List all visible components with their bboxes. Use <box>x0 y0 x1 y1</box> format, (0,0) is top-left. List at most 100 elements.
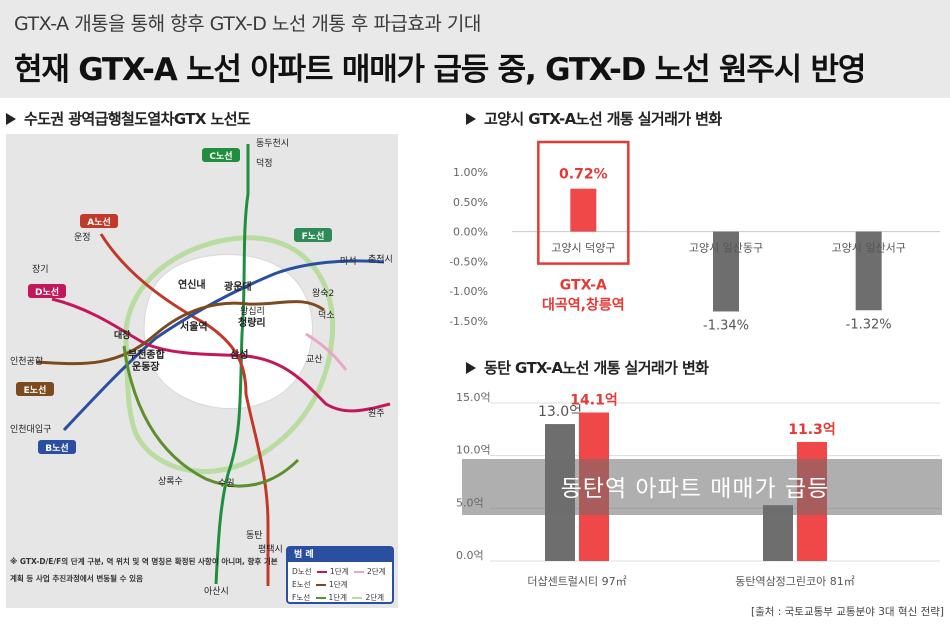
d-line-route <box>51 297 391 413</box>
goyang-chart-title: 고양시 GTX-A노선 개통 실거래가 변화 <box>466 108 722 129</box>
map-footnote: ※ GTX-D/E/F의 단계 구분, 역 위치 및 역 명칭은 확정된 사항이… <box>10 557 278 583</box>
source-citation: [출처 : 국토교통부 교통분야 3대 혁신 전략] <box>751 606 944 618</box>
legend-stage: 2단계 <box>365 593 385 602</box>
y-tick-label: -1.00% <box>450 285 488 298</box>
legend-line: F노선 <box>292 593 311 602</box>
station-label: 왕십리 <box>240 306 265 317</box>
dongtan-chart-title: 동탄 GTX-A노선 개통 실거래가 변화 <box>466 357 709 378</box>
station-label: 청량리 <box>238 316 266 329</box>
route-map-svg: C노선 A노선 F노선 D노선 E노선 B노선 동두천시 덕정 운정 장기 연신… <box>10 138 393 597</box>
bar <box>570 188 597 232</box>
y-tick-label: 10.0억 <box>456 444 491 457</box>
legend-stage: 2단계 <box>366 567 386 576</box>
legend-row-e: E노선 1단계 <box>292 579 348 590</box>
e-line-badge <box>16 382 54 396</box>
station-label: 덕소 <box>318 310 335 321</box>
y-tick-label: 15.0억 <box>456 391 491 404</box>
legend-line: E노선 <box>292 580 311 589</box>
y-tick-label: 0.50% <box>453 196 488 209</box>
d-line-badge-text: D노선 <box>35 286 59 298</box>
legend-swatch <box>315 597 326 599</box>
c-line-badge-text: C노선 <box>209 150 232 162</box>
station-label: 교산 <box>306 354 323 365</box>
goyang-chart-title-text: 고양시 GTX-A노선 개통 실거래가 변화 <box>484 110 722 128</box>
category-label: 고양시 일산동구 <box>689 241 763 255</box>
map-section-title: 수도권 광역급행철도열차GTX 노선도 <box>6 108 251 129</box>
goyang-price-change-chart: 1.00% 0.50% 0.00% -0.50% -1.00% -1.50% 고양시 덕양구… <box>450 140 940 333</box>
station-label: 부천종합 <box>128 348 166 361</box>
station-label: 평택시 <box>258 544 283 555</box>
data-label: -1.34% <box>703 318 749 333</box>
station-label: 수원 <box>218 478 235 489</box>
d-line-stage2-route <box>305 332 348 371</box>
b-line-badge-text: B노선 <box>45 442 68 454</box>
legend-swatch <box>353 571 364 573</box>
y-tick-label: 0.00% <box>453 226 488 239</box>
station-label: 연신내 <box>178 278 206 291</box>
d-line-badge <box>28 284 66 298</box>
a-line-badge-text: A노선 <box>87 216 111 228</box>
c-line-badge <box>202 148 240 162</box>
page-subtitle: GTX-A 개통을 통해 향후 GTX-D 노선 개통 후 파급효과 기대 <box>14 13 481 35</box>
station-label: 인천대입구 <box>10 423 51 435</box>
f-line-badge-text: F노선 <box>302 230 325 242</box>
legend-title: 범 례 <box>288 548 392 562</box>
y-tick-label: -1.50% <box>450 315 488 328</box>
station-label: 서울역 <box>180 320 208 333</box>
legend-stage: 1단계 <box>329 567 349 576</box>
station-label: 인천공항 <box>10 356 43 367</box>
gtx-route-map: C노선 A노선 F노선 D노선 E노선 B노선 동두천시 덕정 운정 장기 연신… <box>6 134 398 608</box>
data-label: -1.32% <box>846 317 892 332</box>
station-label: 아산시 <box>204 586 229 597</box>
station-label: 왕숙2 <box>312 288 334 299</box>
y-tick-label: 0.0억 <box>456 549 484 562</box>
legend-row-f: F노선 1단계 2단계 <box>292 592 384 603</box>
annotation-text: GTX-A <box>560 278 607 294</box>
legend-row-d: D노선 1단계 2단계 <box>292 566 386 577</box>
legend-swatch <box>315 584 326 586</box>
station-label: 상록수 <box>158 476 183 487</box>
legend-line: D노선 <box>292 567 312 576</box>
overlay-banner-text: 동탄역 아파트 매매가 급등 <box>561 476 830 502</box>
seoul-area-shape <box>143 254 313 410</box>
station-label: 원주 <box>368 408 385 419</box>
legend-stage: 1단계 <box>328 580 348 589</box>
station-label: 대장 <box>114 329 131 341</box>
b-line-badge <box>38 440 76 454</box>
f-line-badge <box>294 228 332 242</box>
legend-swatch <box>352 597 363 599</box>
page-title: 현재 GTX-A 노선 아파트 매매가 급등 중, GTX-D 노선 원주시 반… <box>14 52 866 88</box>
data-label: 11.3억 <box>788 422 835 438</box>
legend-stage: 1단계 <box>328 593 348 602</box>
map-section-title-text: 수도권 광역급행철도열차GTX 노선도 <box>24 110 251 128</box>
c-line-route <box>214 144 250 585</box>
triangle-bullet-icon <box>466 362 476 374</box>
station-label: 운동장 <box>132 360 160 373</box>
bar <box>855 231 882 311</box>
dongtan-chart-title-text: 동탄 GTX-A노선 개통 실거래가 변화 <box>484 359 709 377</box>
a-line-badge <box>80 214 118 228</box>
y-tick-label: -0.50% <box>450 255 488 268</box>
category-label: 더샵센트럴시티 97㎡ <box>527 575 626 588</box>
data-label: 14.1억 <box>570 392 617 408</box>
triangle-bullet-icon <box>466 113 476 125</box>
station-label: 장기 <box>32 264 49 275</box>
station-label: 동두천시 <box>256 138 289 149</box>
station-label: 운정 <box>74 232 91 243</box>
station-label: 마석 <box>340 256 357 267</box>
station-label: 동탄 <box>246 530 263 541</box>
a-line-route <box>99 233 270 586</box>
header-banner: GTX-A 개통을 통해 향후 GTX-D 노선 개통 후 파급효과 기대 현재… <box>0 0 950 98</box>
e-line-route <box>35 300 325 366</box>
map-legend: 범 례 D노선 1단계 2단계 E노선 1단계 F노선 1단계 2단계 <box>286 546 394 604</box>
station-label: 춘천시 <box>368 254 393 265</box>
annotation-text: 대곡역,창릉역 <box>542 297 625 314</box>
station-label: 덕정 <box>256 158 273 169</box>
station-label: 삼성 <box>230 348 248 361</box>
e-line-badge-text: E노선 <box>24 384 47 396</box>
category-label: 고양시 일산서구 <box>831 241 905 255</box>
f-line-route <box>122 345 300 488</box>
bar <box>713 231 739 312</box>
f-line-stage2-route <box>123 235 336 474</box>
station-label: 광운대 <box>224 280 252 293</box>
